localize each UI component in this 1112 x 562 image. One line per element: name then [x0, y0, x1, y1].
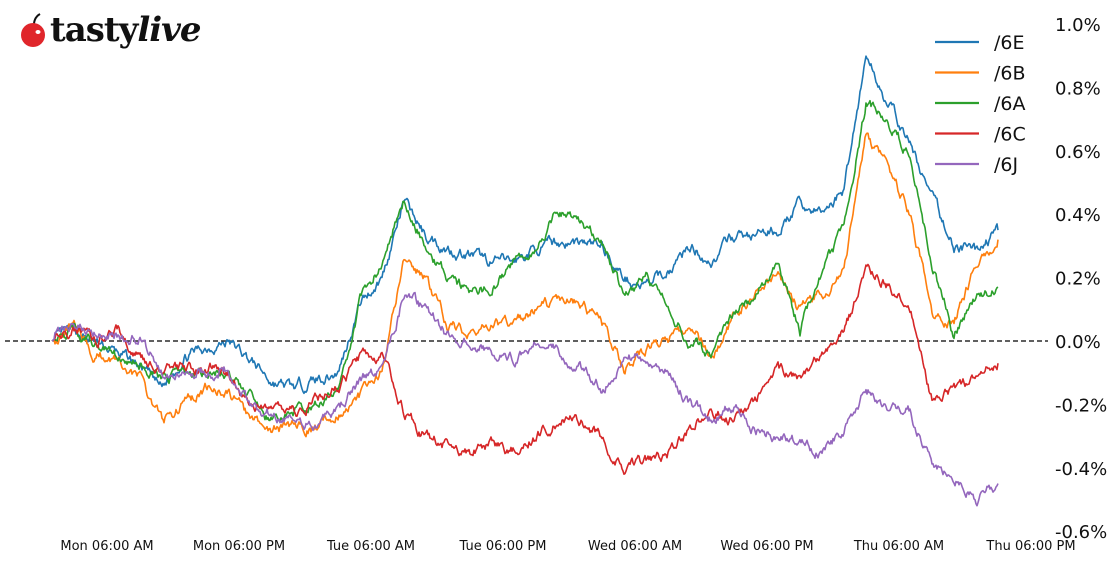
y-tick-label: -0.2%	[1055, 395, 1107, 416]
series-line-6J	[51, 291, 999, 507]
x-tick-label: Thu 06:00 PM	[985, 539, 1075, 554]
legend-label: /6B	[994, 63, 1026, 85]
legend-label: /6E	[994, 32, 1025, 54]
x-tick-label: Mon 06:00 AM	[60, 539, 153, 554]
series-line-6B	[51, 132, 999, 438]
y-tick-label: 0.6%	[1055, 142, 1101, 163]
series-line-6C	[51, 263, 999, 475]
y-tick-label: 0.0%	[1055, 332, 1101, 353]
x-tick-label: Tue 06:00 AM	[326, 539, 415, 554]
legend: /6E/6B/6A/6C/6J	[935, 32, 1026, 176]
legend-label: /6J	[994, 154, 1018, 176]
x-tick-label: Wed 06:00 AM	[588, 539, 682, 554]
y-tick-label: 0.4%	[1055, 205, 1101, 226]
series-layer	[51, 55, 999, 507]
x-tick-label: Mon 06:00 PM	[193, 539, 285, 554]
y-axis: 1.0% 0.8% 0.6% 0.4% 0.2% 0.0% -0.2% -0.4% -0.6%	[1055, 15, 1107, 543]
y-tick-label: 0.2%	[1055, 269, 1101, 290]
y-tick-label: -0.4%	[1055, 459, 1107, 480]
series-line-6A	[51, 99, 999, 422]
cherry-icon	[21, 13, 45, 47]
legend-label: /6C	[994, 124, 1026, 146]
y-tick-label: 0.8%	[1055, 78, 1101, 99]
x-tick-label: Wed 06:00 PM	[720, 539, 813, 554]
x-axis: Mon 06:00 AM Mon 06:00 PM Tue 06:00 AM Tue …	[60, 539, 1075, 554]
logo-wordmark: tastylive	[50, 10, 202, 50]
legend-label: /6A	[994, 93, 1026, 115]
series-line-6E	[51, 55, 999, 395]
x-tick-label: Tue 06:00 PM	[459, 539, 547, 554]
x-tick-label: Thu 06:00 AM	[853, 539, 944, 554]
tastylive-logo: tastylive	[18, 10, 202, 50]
y-tick-label: 1.0%	[1055, 15, 1101, 36]
y-tick-label: -0.6%	[1055, 522, 1107, 543]
